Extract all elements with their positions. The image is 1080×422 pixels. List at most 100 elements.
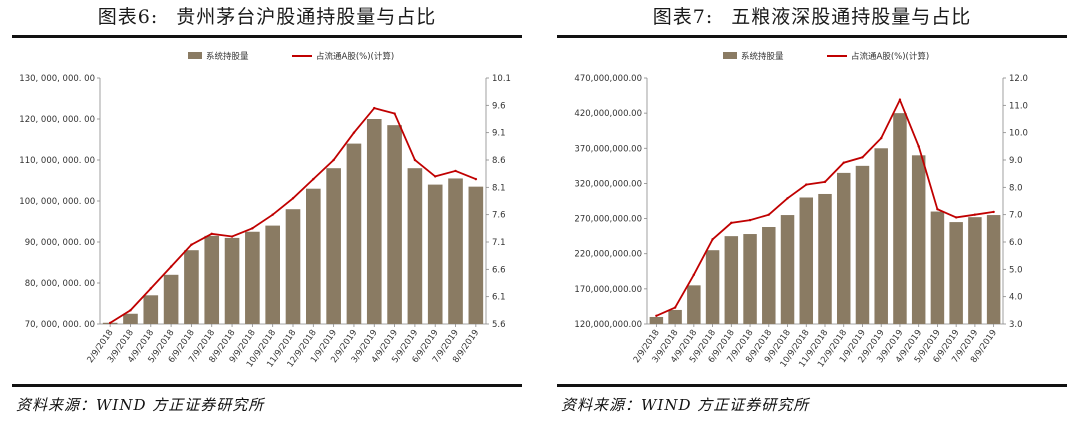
y-right-tick-label: 8.1 xyxy=(492,183,506,193)
combo-chart: 系统持股量 占流通A股(%)(计算) 70, 000, 000. 00 80, 000… xyxy=(19,51,511,369)
y-right-tick-label: 5.6 xyxy=(492,320,506,330)
holding-bar xyxy=(407,168,423,324)
y-right-tick-label: 3.0 xyxy=(1009,320,1023,330)
ratio-point xyxy=(880,136,883,140)
source-note: 资料来源：WIND 方正证券研究所 xyxy=(561,396,810,414)
holding-bar xyxy=(285,209,301,324)
y-right-tick-label: 8.0 xyxy=(1009,183,1023,193)
holding-bar xyxy=(123,313,138,324)
y-left-tick-label: 470,000,000.00 xyxy=(574,74,642,84)
combo-chart: 系统持股量 占流通A股(%)(计算) 120,000,000.00 170,000,0… xyxy=(574,51,1028,369)
ratio-point xyxy=(730,221,733,225)
ratio-point xyxy=(271,213,274,216)
y-left-tick-label: 70, 000, 000. 00 xyxy=(25,320,95,330)
ratio-point xyxy=(434,175,437,178)
ratio-point xyxy=(474,177,478,181)
ratio-point xyxy=(954,216,958,219)
ratio-point xyxy=(823,180,827,184)
y-left-tick-label: 130, 000, 000. 00 xyxy=(19,74,95,84)
ratio-point xyxy=(454,169,457,173)
y-right-tick-label: 7.1 xyxy=(492,238,506,248)
top-rule xyxy=(12,35,522,38)
legend-bar-swatch xyxy=(188,52,202,59)
ratio-point xyxy=(767,213,770,216)
ratio-point xyxy=(992,210,995,214)
holding-bar xyxy=(204,235,220,324)
figure-caption: 贵州茅台沪股通持股量与占比 xyxy=(176,6,437,28)
legend-bar-swatch xyxy=(723,52,737,59)
y-left-tick-label: 270,000,000.00 xyxy=(574,215,642,225)
ratio-point xyxy=(230,235,234,238)
holding-bar xyxy=(799,197,814,324)
holding-bar xyxy=(306,188,321,324)
ratio-point xyxy=(673,306,677,309)
ratio-point xyxy=(169,265,173,268)
y-left-tick-label: 170,000,000.00 xyxy=(574,285,642,295)
holding-bar xyxy=(326,168,341,324)
holding-bar xyxy=(387,125,402,325)
holding-bar xyxy=(911,155,926,324)
ratio-point xyxy=(312,177,315,181)
y-right-tick-label: 11.0 xyxy=(1009,101,1028,111)
holding-bar xyxy=(855,165,870,324)
legend-bar-label: 系统持股量 xyxy=(741,51,784,62)
holding-bar xyxy=(184,250,199,324)
ratio-point xyxy=(936,208,939,211)
y-right-tick-label: 9.6 xyxy=(492,101,506,111)
y-left-tick-label: 120,000,000.00 xyxy=(574,320,642,330)
holding-bar xyxy=(163,274,179,324)
ratio-point xyxy=(129,309,132,312)
holding-bar xyxy=(874,148,888,324)
figure-title: 图表6: 贵州茅台沪股通持股量与占比 xyxy=(12,2,522,32)
holding-bar xyxy=(346,143,362,324)
y-left-tick-label: 320,000,000.00 xyxy=(574,179,642,189)
holding-bar xyxy=(724,236,739,324)
ratio-point xyxy=(210,232,213,235)
ratio-point xyxy=(842,161,845,164)
holding-bar xyxy=(743,234,757,324)
y-left-tick-label: 370,000,000.00 xyxy=(574,144,642,154)
y-left-tick-label: 420,000,000.00 xyxy=(574,109,642,119)
holding-bar xyxy=(836,172,851,324)
y-right-tick-label: 9.0 xyxy=(1009,156,1023,166)
y-left-tick-label: 120, 000, 000. 00 xyxy=(19,115,95,125)
holding-bar xyxy=(668,309,682,324)
figure-title: 图表7: 五粮液深股通持股量与占比 xyxy=(557,2,1067,32)
holding-bar xyxy=(649,316,664,324)
holding-bar xyxy=(762,227,776,324)
ratio-point xyxy=(655,314,658,317)
y-right-tick-label: 6.0 xyxy=(1009,238,1023,248)
holding-bar xyxy=(224,237,240,324)
ratio-point xyxy=(805,183,808,186)
holding-bar xyxy=(143,295,159,324)
holding-bar xyxy=(986,215,1001,324)
y-left-tick-label: 90, 000, 000. 00 xyxy=(25,238,95,248)
figure-label: 图表7: xyxy=(652,6,714,28)
ratio-point xyxy=(291,197,295,200)
holding-bar xyxy=(968,217,982,324)
ratio-point xyxy=(748,218,752,222)
holding-bar xyxy=(780,215,795,324)
holding-bar xyxy=(818,193,832,324)
ratio-point xyxy=(352,131,356,134)
figure-caption: 五粮液深股通持股量与占比 xyxy=(731,6,972,28)
bottom-rule xyxy=(557,384,1067,387)
ratio-point xyxy=(917,145,920,148)
holding-bar xyxy=(893,113,907,325)
ratio-point xyxy=(786,197,789,200)
y-right-tick-label: 10.1 xyxy=(492,74,511,84)
y-right-tick-label: 8.6 xyxy=(492,156,506,166)
holding-bar xyxy=(468,186,484,324)
legend-bar-label: 系统持股量 xyxy=(206,51,249,62)
y-right-tick-label: 7.6 xyxy=(492,211,506,221)
ratio-point xyxy=(149,287,152,290)
y-right-tick-label: 6.6 xyxy=(492,265,506,275)
holding-bar xyxy=(930,211,945,324)
chart-panel-left: 图表6: 贵州茅台沪股通持股量与占比 系统持股量 占流通A股(%)(计算) 70, 0… xyxy=(12,0,522,422)
y-left-tick-label: 220,000,000.00 xyxy=(574,250,642,260)
y-left-tick-label: 110, 000, 000. 00 xyxy=(19,156,95,166)
ratio-point xyxy=(711,238,714,241)
holding-bar xyxy=(427,184,443,324)
y-right-tick-label: 6.1 xyxy=(492,293,506,303)
holding-bar xyxy=(949,222,963,324)
